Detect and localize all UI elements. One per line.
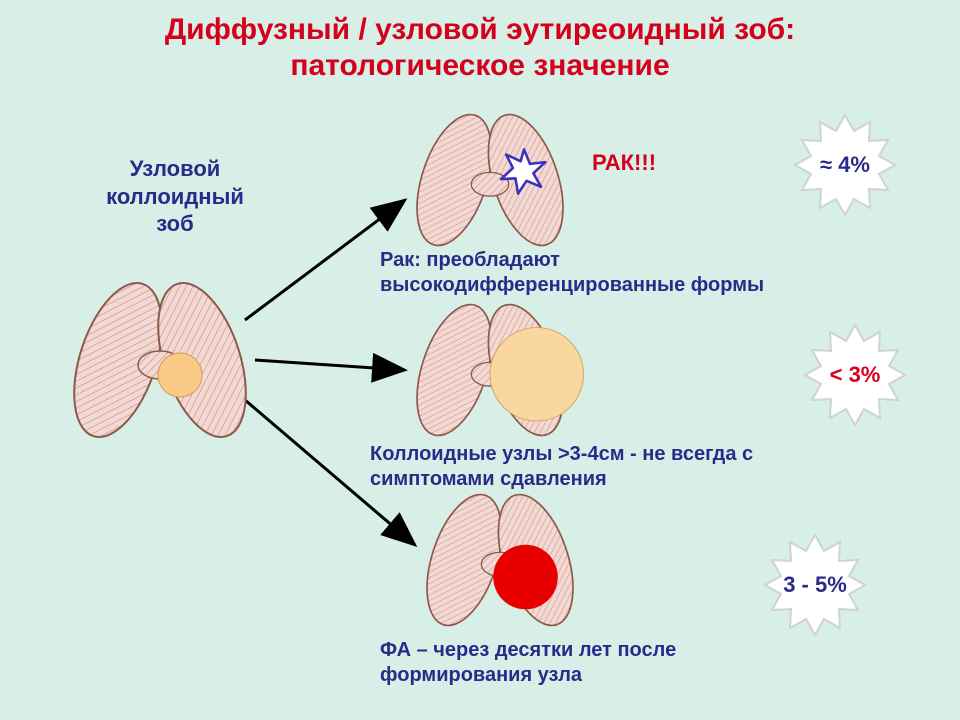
colloid-desc: Коллоидные узлы >3-4см - не всегда с сим… [370,442,810,492]
badge-colloid-text: < 3% [830,363,881,387]
thyroid-colloid [403,295,584,444]
cancer-tag: РАК!!! [592,150,656,176]
source-label: Узловой коллоидный зоб [90,155,260,238]
thyroid-source [57,272,263,448]
badge-colloid: < 3% [800,320,910,430]
badge-cancer: ≈ 4% [790,110,900,220]
thyroid-fa [413,485,588,634]
title-line2: патологическое значение [0,48,960,84]
cancer-desc: Рак: преобладают высокодифференцированны… [380,248,770,298]
badge-cancer-text: ≈ 4% [820,153,870,177]
title-line1: Диффузный / узловой эутиреоидный зоб: [0,12,960,48]
page-title: Диффузный / узловой эутиреоидный зоб: па… [0,0,960,84]
badge-fa-text: 3 - 5% [783,573,847,597]
badge-fa: 3 - 5% [760,530,870,640]
fa-desc: ФА – через десятки лет после формировани… [380,638,800,688]
thyroid-cancer [403,105,578,254]
